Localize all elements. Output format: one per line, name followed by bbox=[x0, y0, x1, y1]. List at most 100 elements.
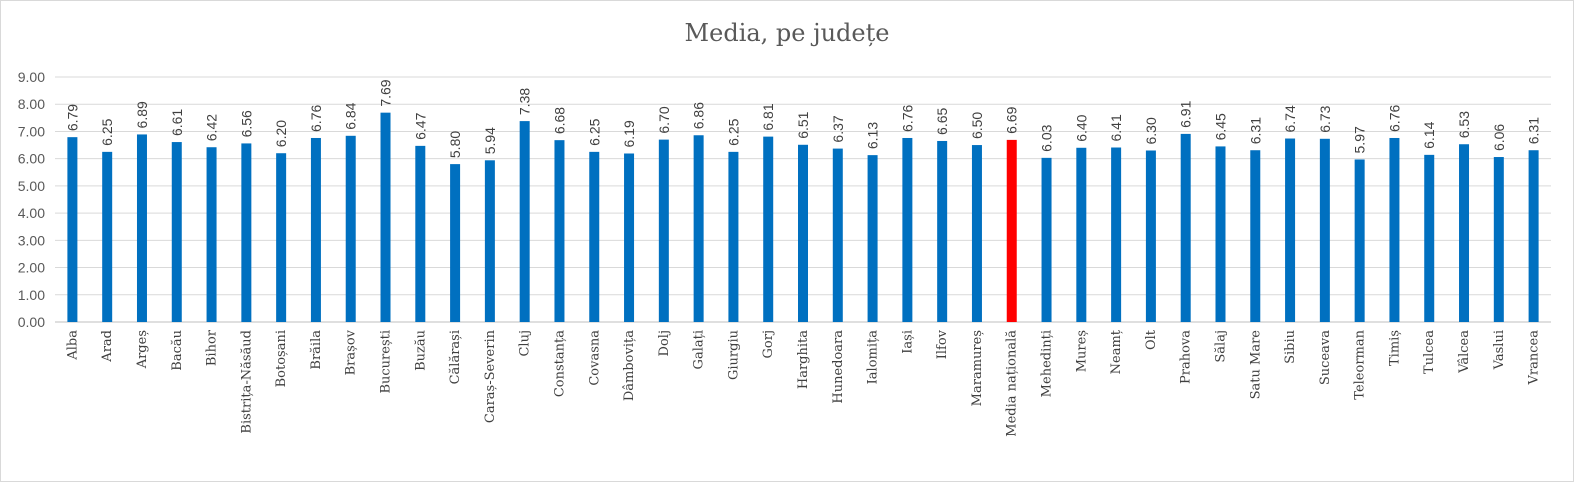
data-label: 6.25 bbox=[99, 118, 115, 145]
data-label: 6.37 bbox=[830, 115, 846, 142]
category-label: Satu Mare bbox=[1248, 330, 1263, 400]
category-label: Maramureș bbox=[970, 330, 985, 406]
category-label: Brăila bbox=[309, 330, 324, 370]
y-tick-label: 6.00 bbox=[18, 151, 45, 167]
category-label: Timiș bbox=[1387, 330, 1402, 366]
category-label: Neamț bbox=[1109, 329, 1124, 374]
category-label: Hunedoara bbox=[831, 330, 846, 404]
category-label: Media națională bbox=[1005, 330, 1020, 437]
category-label: Vrancea bbox=[1527, 330, 1542, 386]
bar bbox=[345, 135, 356, 322]
data-label: 5.97 bbox=[1352, 126, 1368, 153]
category-label: Bistrița-Năsăud bbox=[239, 330, 254, 434]
data-label: 6.73 bbox=[1317, 105, 1333, 132]
data-label: 6.56 bbox=[238, 110, 254, 137]
y-tick-label: 3.00 bbox=[18, 232, 45, 248]
data-label: 6.65 bbox=[934, 108, 950, 135]
bar bbox=[658, 139, 669, 322]
chart-title: Media, pe județe bbox=[684, 19, 890, 47]
bar bbox=[971, 145, 982, 322]
y-tick-label: 7.00 bbox=[18, 123, 45, 139]
bar bbox=[67, 137, 78, 322]
category-label: Constanța bbox=[552, 330, 567, 397]
bar bbox=[484, 160, 495, 322]
bar bbox=[589, 151, 600, 322]
bar bbox=[206, 147, 217, 322]
data-label: 6.31 bbox=[1247, 117, 1263, 144]
data-label: 6.76 bbox=[308, 105, 324, 132]
bar bbox=[902, 137, 913, 322]
data-label: 6.03 bbox=[1039, 124, 1055, 151]
bar bbox=[1111, 147, 1122, 322]
category-label: Alba bbox=[65, 330, 80, 361]
data-label: 7.38 bbox=[517, 88, 533, 115]
bar bbox=[1389, 137, 1400, 322]
bar bbox=[728, 151, 739, 322]
category-label: Tulcea bbox=[1422, 330, 1437, 374]
data-label: 6.69 bbox=[1004, 106, 1020, 133]
category-label: Brașov bbox=[344, 329, 359, 375]
category-label: Argeș bbox=[135, 330, 150, 369]
bar bbox=[763, 136, 774, 322]
data-label: 6.13 bbox=[865, 122, 881, 149]
data-label: 6.70 bbox=[656, 106, 672, 133]
bar bbox=[450, 164, 461, 322]
data-label: 6.68 bbox=[551, 107, 567, 134]
bar bbox=[1145, 150, 1156, 322]
bar bbox=[1041, 157, 1052, 322]
data-label: 6.61 bbox=[169, 109, 185, 136]
category-label: Călărași bbox=[448, 330, 463, 384]
bar bbox=[1319, 138, 1330, 322]
category-label: Prahova bbox=[1179, 330, 1194, 384]
bar bbox=[798, 144, 808, 322]
category-label: Vaslui bbox=[1492, 330, 1507, 370]
data-label: 6.30 bbox=[1143, 117, 1159, 144]
category-label: Dâmbovița bbox=[622, 330, 637, 401]
data-label: 6.06 bbox=[1491, 124, 1507, 151]
data-label: 7.69 bbox=[378, 79, 394, 106]
y-tick-label: 4.00 bbox=[18, 205, 45, 221]
bar bbox=[1528, 150, 1539, 322]
bar bbox=[1180, 133, 1191, 322]
data-label: 6.25 bbox=[586, 118, 602, 145]
category-label: Iași bbox=[900, 330, 915, 354]
bar bbox=[1215, 146, 1226, 322]
data-label: 6.20 bbox=[273, 120, 289, 147]
data-label: 6.84 bbox=[343, 102, 359, 129]
data-label: 6.25 bbox=[725, 118, 741, 145]
category-label: Giurgiu bbox=[726, 330, 741, 380]
y-tick-label: 2.00 bbox=[18, 260, 45, 276]
category-label: Ialomița bbox=[866, 330, 881, 385]
data-label: 6.91 bbox=[1178, 100, 1194, 127]
category-label: Galați bbox=[692, 330, 707, 369]
data-label: 6.47 bbox=[412, 112, 428, 139]
category-label: Mehedinți bbox=[1040, 330, 1055, 397]
data-label: 6.89 bbox=[134, 101, 150, 128]
data-label: 6.86 bbox=[691, 102, 707, 129]
y-tick-label: 0.00 bbox=[18, 314, 45, 330]
category-label: Harghita bbox=[796, 330, 811, 389]
category-label: Arad bbox=[100, 330, 115, 363]
data-label: 6.41 bbox=[1108, 114, 1124, 141]
category-label: Cluj bbox=[518, 330, 533, 357]
category-label: Sălaj bbox=[1213, 330, 1228, 363]
bar bbox=[1493, 157, 1504, 322]
bar bbox=[1459, 144, 1470, 322]
y-tick-label: 5.00 bbox=[18, 178, 45, 194]
bar bbox=[276, 153, 287, 322]
bar bbox=[832, 148, 843, 322]
bar bbox=[1006, 139, 1017, 322]
bar bbox=[554, 140, 565, 322]
bar bbox=[1076, 147, 1087, 322]
bar bbox=[867, 155, 878, 322]
data-label: 5.94 bbox=[482, 127, 498, 154]
bar bbox=[519, 121, 530, 322]
data-label: 6.14 bbox=[1421, 121, 1437, 148]
data-label: 6.40 bbox=[1073, 114, 1089, 141]
data-label: 6.45 bbox=[1212, 113, 1228, 140]
category-label: Gorj bbox=[761, 330, 776, 358]
data-label: 6.50 bbox=[969, 112, 985, 139]
bar bbox=[310, 137, 321, 322]
